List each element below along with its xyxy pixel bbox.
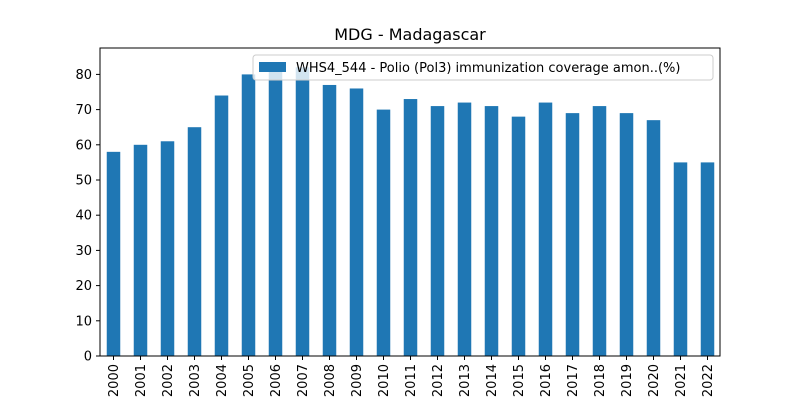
x-tick-label: 2005 [242,364,257,397]
bar-2010 [376,109,391,356]
bar-2003 [187,127,202,356]
bar-2017 [565,113,580,357]
bar-2000 [106,151,121,356]
x-tick-label: 2013 [458,364,473,397]
bar-2009 [349,88,364,356]
y-tick-label: 0 [84,350,92,365]
x-axis: 2000 2001 2002 2003 2004 2005 2006 2007 2008 2009… [107,356,716,397]
x-tick-label: 2015 [512,364,527,397]
y-tick-label: 30 [75,244,92,259]
y-tick-label: 60 [75,138,92,153]
bars-group [106,67,715,357]
bar-2014 [484,106,499,356]
legend-box [252,54,714,81]
x-tick-label: 2010 [377,364,392,397]
y-tick-label: 70 [75,103,92,118]
x-tick-label: 2021 [674,364,689,397]
bar-2013 [457,102,472,356]
chart-title: MDG - Madagascar [334,25,486,44]
bar-2008 [322,84,337,357]
y-tick-label: 40 [75,209,92,224]
x-tick-label: 2014 [485,364,500,397]
x-tick-label: 2022 [701,364,716,397]
y-tick-label: 20 [75,279,92,294]
legend: WHS4_544 - Polio (Pol3) immunization cov… [252,54,714,81]
legend-swatch [259,62,286,72]
bar-2021 [673,162,688,356]
bar-2020 [646,120,661,356]
y-tick-label: 50 [75,174,92,189]
bar-2016 [538,102,553,356]
bar-2001 [133,144,148,356]
x-tick-label: 2009 [350,364,365,397]
x-tick-label: 2000 [107,364,122,397]
x-tick-label: 2006 [269,364,284,397]
x-tick-label: 2004 [215,364,230,397]
x-tick-label: 2012 [431,364,446,397]
x-tick-label: 2008 [323,364,338,397]
x-tick-label: 2018 [593,364,608,397]
bar-2019 [619,113,634,357]
x-tick-label: 2001 [134,364,149,397]
legend-label: WHS4_544 - Polio (Pol3) immunization cov… [296,61,680,76]
x-tick-label: 2016 [539,364,554,397]
x-tick-label: 2019 [620,364,635,397]
x-tick-label: 2007 [296,364,311,397]
bar-2018 [592,106,607,356]
plot-frame [99,47,721,357]
y-tick-label: 80 [75,68,92,83]
x-tick-label: 2003 [188,364,203,397]
x-tick-label: 2002 [161,364,176,397]
y-axis: 0 10 20 30 40 50 60 70 80 [75,68,100,365]
bar-2015 [511,116,526,356]
bar-2005 [241,74,256,357]
bar-2006 [268,67,283,357]
bar-2004 [214,95,229,357]
bar-2011 [403,99,418,356]
bar-2012 [430,106,445,356]
bar-2007 [295,67,310,357]
x-tick-label: 2020 [647,364,662,397]
bar-2022 [700,162,715,356]
x-tick-label: 2017 [566,364,581,397]
y-tick-label: 10 [75,314,92,329]
x-tick-label: 2011 [404,364,419,397]
bar-2002 [160,141,175,356]
